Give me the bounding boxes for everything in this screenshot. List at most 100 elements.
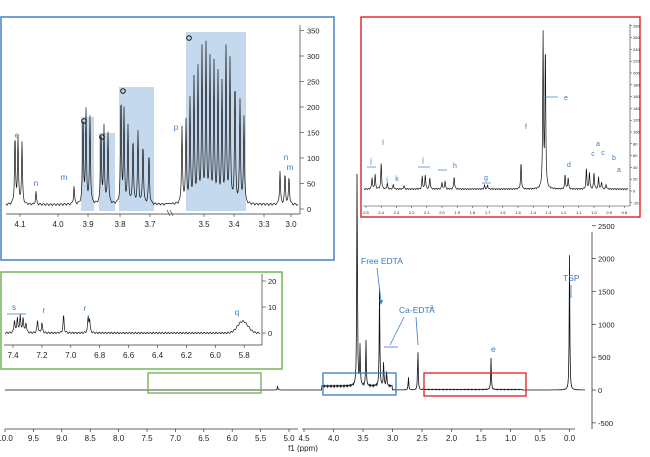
- green-axes: 7.4 7.2 7.0 6.8 6.6 6.4 6.2 6.0 5.8 20 10 0: [4, 274, 276, 360]
- x-tick-label: 6.0: [227, 434, 239, 443]
- red-x-tick-label: 2.2: [409, 210, 415, 215]
- red-x-tick-label: 2.1: [424, 210, 430, 215]
- blue-spectrum-line: [5, 40, 298, 207]
- green-x-tick-label: 6.2: [181, 351, 193, 360]
- blue-x-tick-label: 3.8: [114, 220, 126, 229]
- red-peak-label: f: [525, 124, 527, 131]
- green-x-tick-label: 6.4: [152, 351, 164, 360]
- blue-y-tick-label: 0: [307, 205, 311, 214]
- blue-y-tick-label: 150: [307, 129, 320, 138]
- ca-edta-label: Ca-EDTA: [399, 305, 435, 315]
- red-x-tick-label: 2.3: [394, 210, 400, 215]
- y-tick-label: 2000: [598, 255, 615, 264]
- ca-edta-arrow-left: [389, 316, 405, 346]
- red-x-tick-label: 0.8: [622, 210, 628, 215]
- red-y-tick-label: 40: [633, 165, 638, 170]
- green-peak-label: r: [43, 306, 46, 315]
- blue-highlight-4: [186, 32, 246, 211]
- red-x-tick-label: 1.6: [500, 210, 506, 215]
- red-y-tick-label: 60: [633, 153, 638, 158]
- red-x-tick-label: 1.5: [515, 210, 521, 215]
- red-y-tick-label: 260: [633, 35, 640, 40]
- y-tick-label: 1500: [598, 287, 615, 296]
- red-y-tick-label: -20: [633, 200, 640, 205]
- red-x-tick-label: 1.4: [530, 210, 536, 215]
- x-tick-label: 0.0: [564, 434, 576, 443]
- x-tick-label: 9.5: [28, 434, 40, 443]
- x-tick-label: 8.5: [85, 434, 97, 443]
- x-tick-label: 1.5: [475, 434, 487, 443]
- blue-x-tick-label: 4.1: [14, 220, 26, 229]
- blue-highlight-1: [81, 117, 94, 211]
- ca-edta-arrow-right: [415, 316, 419, 346]
- red-x-tick-label: 1.2: [561, 210, 567, 215]
- x-tick-label: 0.5: [534, 434, 546, 443]
- red-y-tick-label: 120: [633, 118, 640, 123]
- red-peak-label: d: [567, 162, 571, 169]
- x-tick-label: 3.0: [387, 434, 399, 443]
- ca-edta-charge: 2-: [430, 305, 435, 311]
- red-x-tick-label: 1.8: [470, 210, 476, 215]
- x-tick-label: 4.0: [328, 434, 340, 443]
- green-x-tick-label: 6.0: [210, 351, 222, 360]
- blue-y-tick-label: 100: [307, 154, 320, 163]
- blue-x-tick-label: 3.7: [144, 220, 156, 229]
- red-x-tick-label: 1.7: [485, 210, 491, 215]
- red-inset: 2.5 2.4 2.3 2.2 2.1 2.0 1.9 1.8 1.7 1.6 1.5 1.4 1.3 1…: [360, 16, 641, 218]
- green-x-tick-label: 7.2: [36, 351, 48, 360]
- red-peak-label: j: [421, 157, 424, 164]
- red-y-tick-label: 200: [633, 71, 640, 76]
- green-x-tick-label: 7.4: [7, 351, 19, 360]
- blue-inset-frame: [0, 16, 335, 261]
- green-y-tick-label: 0: [268, 329, 272, 338]
- red-peak-label: l: [382, 140, 384, 147]
- blue-peak-label: n: [284, 153, 288, 162]
- red-y-tick-label: 160: [633, 94, 640, 99]
- y-tick-label: 1000: [598, 320, 615, 329]
- blue-y-tick-label: 200: [307, 103, 320, 112]
- blue-y-tick-label: 250: [307, 78, 320, 87]
- blue-marker-2: [99, 134, 105, 140]
- red-y-tick-label: 80: [633, 141, 638, 146]
- x-tick-label: 9.0: [56, 434, 68, 443]
- red-spectrum-line: [363, 30, 629, 191]
- x-tick-label: 1.0: [505, 434, 517, 443]
- red-peak-label: k: [395, 176, 399, 183]
- y-tick-label: 2500: [598, 222, 615, 231]
- blue-x-tick-label: 3.4: [228, 220, 240, 229]
- red-peak-label: e: [564, 95, 568, 102]
- green-inset: 7.4 7.2 7.0 6.8 6.6 6.4 6.2 6.0 5.8 20 10 0 s r r q: [0, 271, 283, 370]
- blue-y-tick-label: 350: [307, 27, 320, 36]
- blue-axes: 4.1 4.0 3.9 3.8 3.7 3.5 3.4 3.3 3.0 350 300 250 200 1…: [6, 25, 320, 229]
- blue-axis-break: [169, 209, 174, 217]
- blue-peak-label: p: [174, 123, 179, 132]
- green-x-tick-label: 6.6: [123, 351, 135, 360]
- x-tick-label: 6.5: [198, 434, 210, 443]
- free-edta-label: Free EDTA: [361, 256, 403, 266]
- x-tick-label: 7.0: [170, 434, 182, 443]
- red-peak-label: a: [596, 141, 600, 148]
- y-tick-label: 0: [598, 386, 602, 395]
- green-peak-label: s: [12, 303, 16, 312]
- red-peak-label: h: [453, 163, 457, 170]
- x-tick-label: 2.0: [446, 434, 458, 443]
- green-zoom-box: [147, 372, 262, 394]
- red-x-tick-label: 2.0: [439, 210, 445, 215]
- green-x-tick-label: 5.8: [239, 351, 251, 360]
- red-y-tick-label: 220: [633, 59, 640, 64]
- green-y-tick-label: 20: [268, 277, 276, 286]
- red-y-tick-label: 20: [633, 177, 638, 182]
- red-peak-label: i: [386, 177, 388, 184]
- x-tick-label: 10.0: [0, 434, 13, 443]
- blue-axis-break: [166, 209, 171, 217]
- x-tick-label: 7.5: [141, 434, 153, 443]
- red-y-tick-label: 100: [633, 130, 640, 135]
- e-label-main: e: [491, 344, 496, 354]
- red-inset-frame: [360, 16, 641, 218]
- blue-marker-3: [120, 88, 126, 94]
- x-tick-label: 4.5: [298, 434, 310, 443]
